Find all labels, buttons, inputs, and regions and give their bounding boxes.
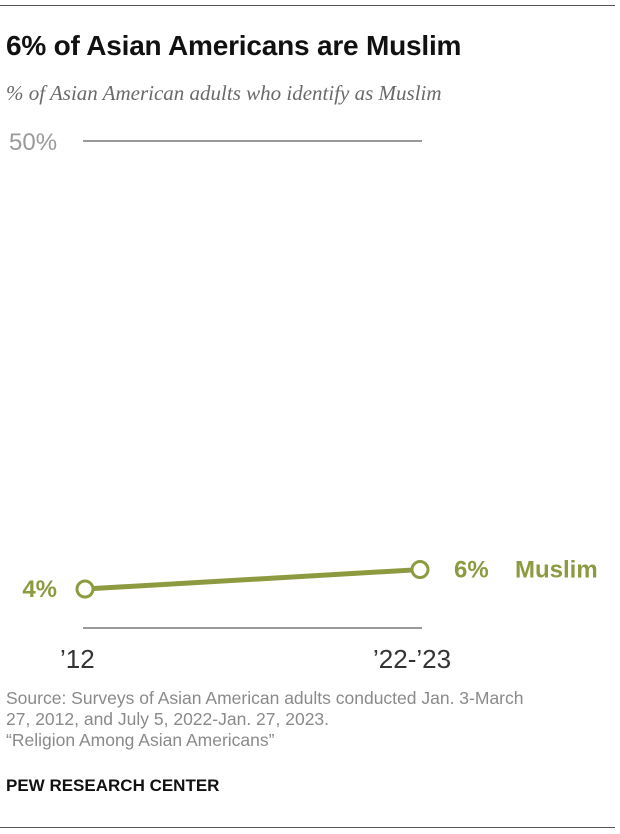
chart-footer: Source: Surveys of Asian American adults… <box>6 688 606 751</box>
series-label-muslim: Muslim <box>515 557 598 584</box>
brand-name: PEW RESEARCH CENTER <box>6 776 220 795</box>
data-point-2012 <box>75 579 95 599</box>
x-tick-label-2022-2023: ’22-’23 <box>373 644 451 674</box>
bottom-rule <box>0 827 615 828</box>
source-note-line-2: 27, 2012, and July 5, 2022-Jan. 27, 2023… <box>6 709 330 729</box>
y-tick-label-50: 50% <box>9 129 57 156</box>
x-tick-label-2012: ’12 <box>60 644 95 674</box>
top-rule <box>0 5 615 6</box>
chart-title: 6% of Asian Americans are Muslim <box>6 30 462 61</box>
series-line-muslim <box>82 567 423 592</box>
report-title: “Religion Among Asian Americans” <box>6 730 275 750</box>
chart-subtitle: % of Asian American adults who identify … <box>6 81 442 105</box>
line-chart: 50% 4% 6% Muslim ’12 ’22-’23 <box>9 129 598 674</box>
data-point-2022-2023 <box>410 560 430 580</box>
data-label-2022-2023: 6% <box>454 557 489 584</box>
source-note-line-1: Source: Surveys of Asian American adults… <box>6 688 524 708</box>
data-label-2012: 4% <box>22 576 57 603</box>
